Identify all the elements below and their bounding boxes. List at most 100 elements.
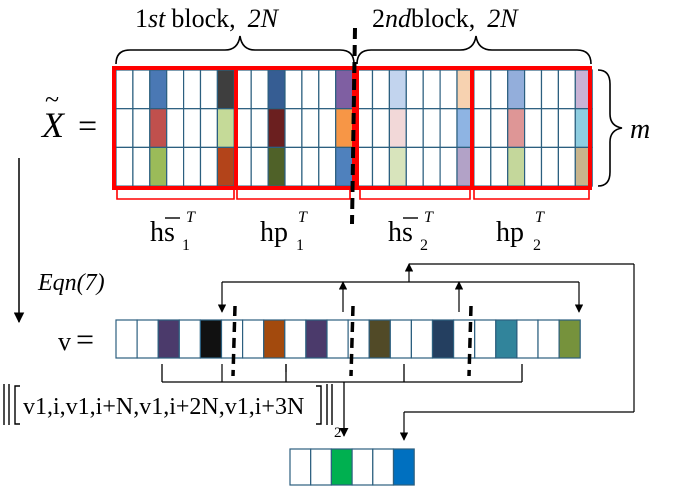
vector-cell [199,319,223,359]
matrix-cell [318,69,337,110]
matrix-cell [490,108,509,148]
matrix-cell [540,69,559,110]
vector-cell [263,319,286,359]
result-cell [351,448,374,486]
vector-cell [474,319,497,359]
svg-text:2: 2 [420,237,428,254]
matrix-cell [318,146,337,187]
matrix-cell [523,108,543,148]
matrix-cell [335,108,354,148]
svg-text:1: 1 [296,237,304,254]
matrix-cell [149,146,168,187]
matrix-cell [132,146,151,187]
vector-cell [431,319,455,359]
result-cell [289,448,312,486]
group-borders [112,66,592,190]
matrix-cell [557,108,576,148]
matrix-cell [371,108,390,148]
block-separator [350,27,357,225]
matrix-cell [199,108,218,148]
matrix-cell [388,108,407,148]
vector-separators [231,305,473,377]
vector-cell [368,319,391,359]
matrix-cell [301,146,320,187]
block1-label: 1st block, 2N [135,4,280,33]
matrix-cell [284,69,303,110]
group-bracket-4 [473,190,590,200]
norm-expression: v1,i,v1,i+N,v1,i+2N,v1,i+3N 2 [3,384,342,441]
vector-cells [115,319,581,359]
matrix-cell [335,69,354,110]
svg-text:T: T [186,209,196,226]
svg-text:T: T [535,209,545,226]
vector-cell [558,319,581,359]
svg-text:2: 2 [533,237,541,254]
matrix-cell [216,146,235,187]
matrix-cell [490,146,509,187]
svg-text:1: 1 [182,237,190,254]
vector-cell [305,319,328,359]
sub-label-1: hs 1 T [150,209,196,254]
vector-cell [516,319,539,359]
vector-cell [284,319,307,359]
matrix-cell [132,108,151,148]
vector-separator-1 [231,305,237,377]
matrix-cell [115,69,134,110]
matrix-cell [149,108,168,148]
m-label: m [630,114,650,145]
matrix-cell [335,146,354,187]
matrix-cell [557,146,576,187]
matrix-cell [250,108,269,148]
matrix-cell [388,69,407,110]
vector-cell [136,319,159,359]
eqn-label: Eqn(7) [37,270,105,296]
matrix-cell [439,69,458,110]
block1-brace [115,35,355,65]
matrix-cell [439,108,458,148]
vector-cell [242,319,265,359]
matrix-cell [250,69,269,110]
matrix-equals: = [78,108,97,145]
vector-cell [115,319,138,359]
matrix-cell [507,146,526,187]
matrix-cell [422,69,441,110]
group-bracket-3 [359,190,471,200]
vector-cell [410,319,434,359]
vector-cell [389,319,412,359]
svg-text:v1,i,v1,i+N,v1,i+2N,v1,i+3N: v1,i,v1,i+N,v1,i+2N,v1,i+3N [23,394,304,420]
vector-cell [495,319,518,359]
result-cells [289,448,415,486]
matrix-cell [490,69,509,110]
matrix-cell [149,69,168,110]
matrix-cell [388,146,407,187]
block2-brace [356,35,592,65]
matrix-cell [166,108,185,148]
matrix-cell [183,108,202,148]
matrix-cell [115,108,134,148]
block2-label: 2ndblock, 2N [372,4,519,33]
matrix-cell [507,108,526,148]
result-cell [372,448,395,486]
matrix-cell [371,146,390,187]
matrix-cell [473,108,492,148]
group-border-4 [470,66,592,190]
matrix-cell [183,69,202,110]
matrix-cell [371,69,390,110]
matrix-cell [199,146,218,187]
vector-bottom-arrows [221,364,287,382]
matrix-cell [216,69,235,110]
matrix-cell [166,146,185,187]
matrix-cell [318,108,337,148]
matrix-cell [267,69,286,110]
matrix-cell [301,108,320,148]
svg-text:T: T [298,209,308,226]
matrix-cell [523,69,543,110]
matrix-cell [473,146,492,187]
vector-cell [537,319,560,359]
matrix-cell [405,69,424,110]
result-cell [392,448,415,486]
matrix-cell [422,146,441,187]
matrix-cell [267,108,286,148]
matrix-cell [557,69,576,110]
